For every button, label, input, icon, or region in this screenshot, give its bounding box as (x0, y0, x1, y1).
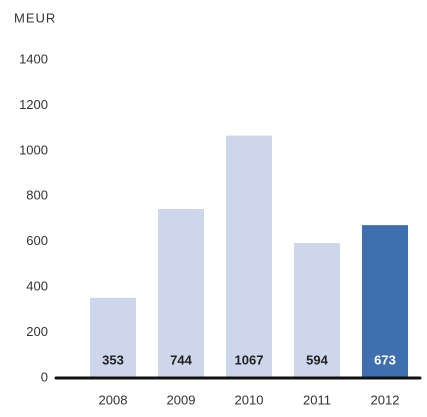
x-tick-label: 2008 (99, 392, 128, 407)
x-tick-label: 2012 (371, 392, 400, 407)
x-tick-label: 2009 (167, 392, 196, 407)
value-label: 1067 (235, 352, 264, 367)
value-label: 744 (170, 352, 192, 367)
bar (226, 135, 272, 378)
x-tick-label: 2010 (235, 392, 264, 407)
y-tick-label: 200 (26, 324, 48, 339)
x-tick-label: 2011 (303, 392, 331, 407)
bar (294, 243, 340, 378)
y-tick-label: 1400 (19, 51, 48, 66)
bar (90, 297, 136, 378)
value-label: 594 (306, 352, 328, 367)
y-axis-label: MEUR (14, 10, 56, 25)
y-tick-label: 800 (26, 188, 48, 203)
y-tick-label: 400 (26, 279, 48, 294)
value-label: 353 (102, 352, 124, 367)
y-tick-label: 1200 (19, 97, 48, 112)
y-tick-label: 600 (26, 233, 48, 248)
bar (362, 225, 408, 378)
y-tick-label: 1000 (19, 142, 48, 157)
value-label: 673 (374, 352, 396, 367)
bar (158, 209, 204, 378)
y-tick-label: 0 (41, 369, 48, 384)
